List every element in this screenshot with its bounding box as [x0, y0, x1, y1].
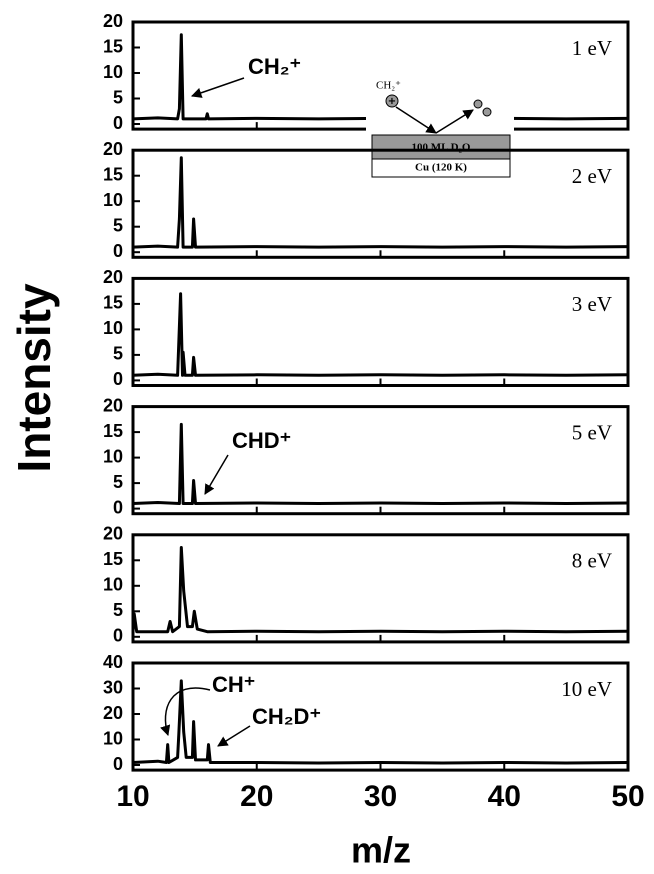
annotation-arrow: [204, 454, 229, 495]
y-tick-label: 10: [103, 62, 123, 82]
panel-frame: [131, 405, 630, 516]
inset-ion-label: CH₂⁺: [376, 80, 401, 92]
energy-label: 2 eV: [572, 164, 612, 188]
annotation: CHD⁺: [232, 428, 291, 453]
panel-frame: [131, 533, 630, 644]
energy-label: 10 eV: [561, 677, 612, 701]
y-tick-label: 10: [103, 318, 123, 338]
y-tick-label: 10: [103, 446, 123, 466]
y-tick-label: 5: [113, 215, 123, 235]
data-line: [132, 156, 629, 249]
x-tick-label: 30: [364, 780, 397, 813]
annotation: CH⁺: [212, 672, 255, 697]
y-tick-label: 15: [103, 421, 123, 441]
annotation: CH₂D⁺: [252, 704, 321, 729]
energy-label: 5 eV: [572, 420, 612, 444]
annotation-arrow: [160, 687, 211, 737]
y-tick-label: 30: [103, 677, 123, 697]
x-axis-title: m/z: [351, 830, 411, 871]
annotation-arrow: [217, 725, 251, 747]
data-line: [131, 546, 629, 634]
y-tick-label: 20: [103, 139, 123, 159]
y-tick-label: 15: [103, 36, 123, 56]
y-tick-label: 20: [103, 703, 123, 723]
y-tick-label: 40: [103, 652, 123, 672]
energy-label: 1 eV: [572, 36, 612, 60]
x-tick-label: 10: [116, 780, 149, 813]
y-tick-label: 10: [103, 728, 123, 748]
inset-arrow: [395, 106, 437, 134]
inset-arrow: [435, 109, 474, 134]
data-line: [132, 422, 629, 505]
y-tick-label: 20: [103, 524, 123, 544]
y-tick-label: 5: [113, 600, 123, 620]
y-tick-label: 20: [103, 395, 123, 415]
ion-sign: +: [388, 96, 396, 107]
inset-substrate-label: Cu (120 K): [415, 162, 467, 174]
y-tick-label: 15: [103, 293, 123, 313]
y-tick-label: 0: [113, 369, 123, 389]
data-line: [132, 292, 629, 377]
x-tick-label: 40: [488, 780, 521, 813]
annotation-arrow: [191, 77, 245, 98]
annotation: CH₂⁺: [248, 54, 301, 79]
y-tick-label: 0: [113, 497, 123, 517]
data-line: [132, 679, 629, 765]
y-tick-label: 5: [113, 344, 123, 364]
y-tick-label: 10: [103, 190, 123, 210]
y-tick-label: 0: [113, 113, 123, 133]
y-tick-label: 0: [113, 241, 123, 261]
energy-label: 3 eV: [572, 292, 612, 316]
x-tick-label: 20: [240, 780, 273, 813]
inset-layer-label: 100 ML D₂O: [412, 142, 471, 154]
fragment: [473, 99, 483, 109]
ion: [385, 94, 399, 108]
y-tick-label: 15: [103, 164, 123, 184]
y-tick-label: 0: [113, 754, 123, 774]
y-tick-label: 15: [103, 549, 123, 569]
y-tick-label: 10: [103, 575, 123, 595]
inset-substrate: [371, 158, 511, 178]
fragment: [482, 107, 492, 117]
y-tick-label: 0: [113, 626, 123, 646]
y-tick-label: 20: [103, 267, 123, 287]
y-tick-label: 20: [103, 11, 123, 31]
energy-label: 8 eV: [572, 549, 612, 573]
y-tick-label: 5: [113, 472, 123, 492]
panel-frame: [131, 276, 630, 387]
x-tick-label: 50: [611, 780, 644, 813]
y-axis-title: Intensity: [8, 283, 60, 473]
y-tick-label: 5: [113, 87, 123, 107]
